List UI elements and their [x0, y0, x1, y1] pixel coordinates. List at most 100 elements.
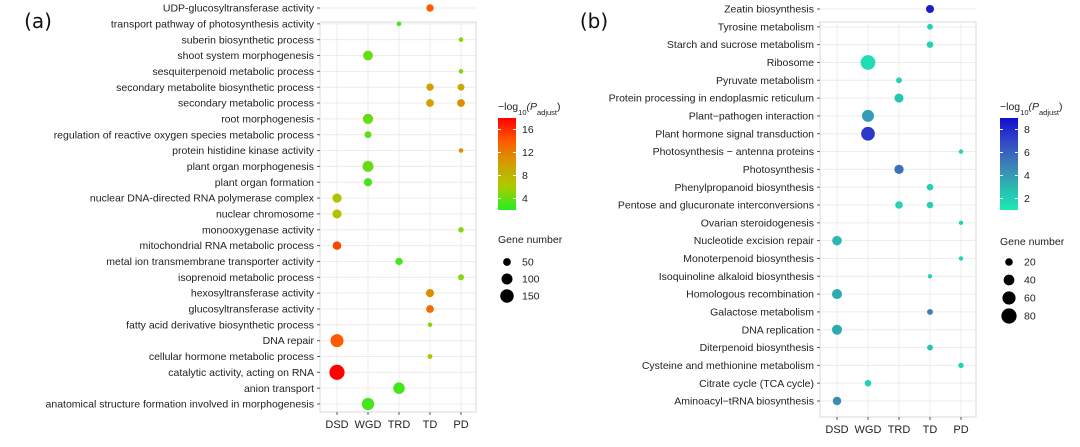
- color-legend-title-part: −log: [1000, 101, 1020, 113]
- size-legend-label: 100: [522, 274, 540, 286]
- colorbar-tick-label: 6: [1024, 147, 1030, 159]
- data-point: [427, 322, 433, 328]
- y-tick-label: mitochondrial RNA metabolic process: [140, 240, 315, 252]
- data-point: [457, 83, 465, 91]
- y-tick-label: Phenylpropanoid biosynthesis: [674, 182, 814, 194]
- colorbar-tick-label: 8: [1024, 124, 1030, 136]
- plot-area: [819, 21, 977, 418]
- size-legend-label: 40: [1024, 275, 1036, 287]
- y-tick-label: monooxygenase activity: [202, 224, 315, 236]
- y-tick-label: secondary metabolic process: [178, 98, 314, 110]
- data-point: [864, 379, 872, 387]
- y-tick-label: plant organ formation: [215, 177, 314, 189]
- y-tick-label: Cysteine and methionine metabolism: [642, 360, 814, 372]
- data-point: [831, 324, 843, 335]
- data-point: [958, 220, 964, 226]
- y-tick-label: Ribosome: [767, 57, 814, 69]
- color-legend-title-part: ): [557, 101, 561, 113]
- y-tick-label: isoprenoid metabolic process: [178, 272, 314, 284]
- data-point: [457, 274, 465, 281]
- data-point: [361, 397, 375, 411]
- size-legend-circle: [501, 273, 513, 285]
- x-tick-label: WGD: [855, 424, 882, 436]
- data-point: [458, 37, 464, 42]
- data-point: [332, 193, 342, 203]
- y-tick-label: suberin biosynthetic process: [182, 34, 315, 46]
- y-tick-label: Plant hormone signal transduction: [655, 128, 814, 140]
- x-tick-label: PD: [453, 419, 468, 431]
- x-tick-label: WGD: [355, 419, 382, 431]
- y-tick-label: DNA replication: [742, 324, 815, 336]
- y-tick-label: Protein processing in endoplasmic reticu…: [609, 93, 815, 105]
- size-legend-label: 150: [522, 291, 540, 303]
- data-point: [426, 305, 434, 313]
- size-legend-circle: [503, 258, 511, 266]
- data-point: [363, 50, 373, 61]
- y-tick-label: Isoquinoline alkaloid biosynthesis: [659, 271, 814, 283]
- y-tick-label: hexosyltransferase activity: [191, 288, 315, 300]
- y-tick-label: cellular hormone metabolic process: [149, 351, 314, 363]
- size-legend-circle: [1005, 258, 1013, 266]
- panel-a: (a) UDP-glucosyltransferase activity trans…: [24, 3, 563, 431]
- y-tick-label: Plant−pathogen interaction: [689, 111, 814, 123]
- colorbar-tick-label: 16: [522, 124, 534, 136]
- y-tick-label: transport pathway of photosynthesis acti…: [111, 18, 315, 30]
- data-point: [458, 148, 464, 153]
- y-tick-label: Zeatin biosynthesis: [724, 4, 814, 16]
- y-tick-label: secondary metabolite biosynthetic proces…: [116, 82, 314, 94]
- data-point: [329, 364, 345, 380]
- data-point: [860, 55, 876, 70]
- color-legend-title: −log10(Padjust): [1000, 101, 1063, 117]
- colorbar-tick-label: 4: [522, 193, 528, 205]
- data-point: [895, 201, 903, 209]
- data-point: [426, 83, 434, 91]
- y-tick-label: Tyrosine metabolism: [718, 21, 815, 33]
- data-point: [926, 201, 934, 209]
- y-tick-label: protein histidine kinase activity: [172, 145, 315, 157]
- data-point: [395, 257, 403, 266]
- data-point: [396, 21, 402, 27]
- data-point: [393, 382, 405, 394]
- y-tick-label: Ovarian steroidogenesis: [701, 217, 814, 229]
- size-legend-title: Gene number: [498, 234, 563, 246]
- data-point: [861, 126, 875, 141]
- x-tick-label: DSD: [325, 419, 348, 431]
- x-tick-label: TRD: [388, 419, 411, 431]
- size-legend-label: 50: [522, 257, 534, 269]
- color-legend-title-part: ): [1059, 101, 1063, 113]
- y-tick-label: UDP-glucosyltransferase activity: [163, 3, 315, 15]
- data-point: [363, 178, 373, 187]
- y-tick-label: Homologous recombination: [686, 289, 814, 301]
- color-legend-title-part: −log: [498, 101, 518, 113]
- x-tick-label: TRD: [888, 424, 911, 436]
- size-legend-label: 20: [1024, 257, 1036, 269]
- y-tick-label: root morphogenesis: [221, 113, 314, 125]
- data-point: [330, 334, 344, 348]
- panel-b: (b) Zeatin biosynthesis Tyrosine metabolis…: [580, 4, 1065, 436]
- y-tick-label: nuclear chromosome: [216, 209, 314, 221]
- data-point: [927, 344, 933, 351]
- y-tick-label: Aminoacyl−tRNA biosynthesis: [674, 396, 814, 408]
- data-point: [927, 23, 933, 30]
- color-legend-title-part: 10: [518, 108, 526, 117]
- y-tick-label: Photosynthesis − antenna proteins: [653, 146, 814, 158]
- y-tick-label: catalytic activity, acting on RNA: [168, 367, 314, 379]
- panel-label: (a): [24, 9, 52, 33]
- y-tick-label: sesquiterpenoid metabolic process: [152, 66, 314, 78]
- y-tick-label: shoot system morphogenesis: [177, 50, 314, 62]
- y-tick-label: metal ion transmembrane transporter acti…: [106, 256, 314, 268]
- y-tick-label: DNA repair: [263, 335, 315, 347]
- data-point: [926, 183, 934, 191]
- colorbar: [1000, 118, 1018, 210]
- color-legend-title-part: 10: [1020, 108, 1028, 117]
- y-tick-label: nuclear DNA-directed RNA polymerase comp…: [90, 193, 315, 205]
- data-point: [832, 396, 842, 406]
- y-tick-label: Citrate cycle (TCA cycle): [699, 378, 814, 390]
- size-legend-circle: [500, 289, 514, 303]
- size-legend-circle: [1003, 274, 1015, 286]
- size-legend-title: Gene number: [1000, 236, 1065, 248]
- data-point: [958, 256, 964, 261]
- size-legend-label: 80: [1024, 311, 1036, 323]
- data-point: [427, 354, 433, 359]
